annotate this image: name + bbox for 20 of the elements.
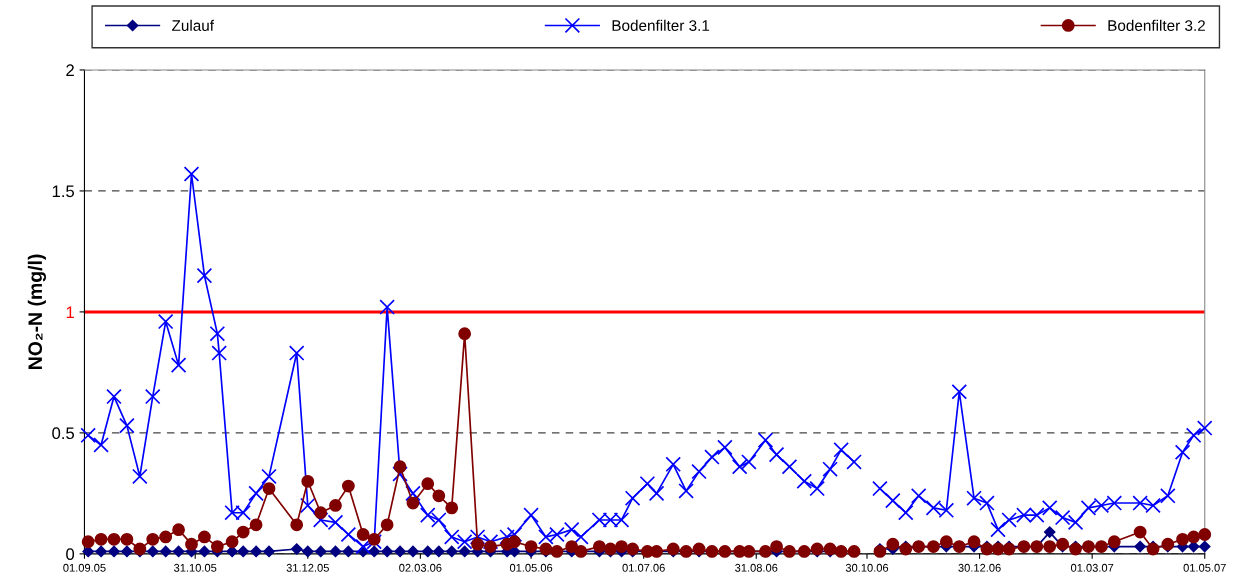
y-tick-label: 0 xyxy=(66,548,75,561)
x-tick-label: 01.03.07 xyxy=(1070,563,1114,572)
y-axis-title: NO₂-N (mg/l) xyxy=(27,254,47,369)
x-tick-label: 01.07.06 xyxy=(622,563,665,572)
y-tick-label: 1.5 xyxy=(52,185,75,198)
x-tick-label: 31.12.05 xyxy=(286,563,329,572)
x-tick-label: 01.09.05 xyxy=(63,563,106,572)
x-tick-label: 31.10.05 xyxy=(173,563,217,572)
y-tick-label: 0.5 xyxy=(52,427,75,440)
y-tick-label: 2 xyxy=(66,64,74,76)
x-tick-label: 01.05.06 xyxy=(509,563,553,572)
legend-label: Zulauf xyxy=(172,19,215,31)
x-tick-label: 31.08.06 xyxy=(735,563,778,572)
x-tick-label: 30.12.06 xyxy=(958,563,1001,572)
x-tick-label: 02.03.06 xyxy=(399,563,442,572)
legend-label: Bodenfilter 3.2 xyxy=(1108,19,1205,31)
x-tick-label: 30.10.06 xyxy=(845,563,889,572)
x-tick-label: 01.05.07 xyxy=(1183,563,1226,572)
legend-label: Bodenfilter 3.1 xyxy=(612,19,710,31)
y-tick-label: 1 xyxy=(66,306,74,318)
